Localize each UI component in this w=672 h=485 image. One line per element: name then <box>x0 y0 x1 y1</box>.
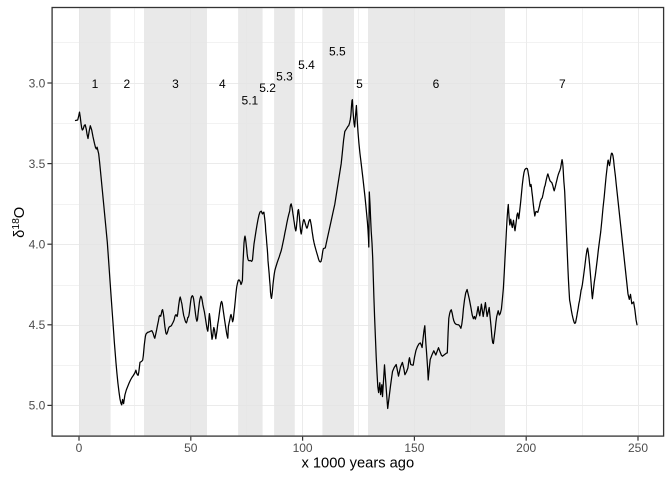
svg-text:150: 150 <box>404 441 424 455</box>
svg-text:5.0: 5.0 <box>29 399 46 413</box>
svg-text:4: 4 <box>219 77 226 91</box>
svg-text:1: 1 <box>92 77 99 91</box>
svg-text:5.3: 5.3 <box>276 70 293 84</box>
svg-text:6: 6 <box>433 77 440 91</box>
svg-text:5.4: 5.4 <box>298 58 315 72</box>
svg-text:4.0: 4.0 <box>29 238 46 252</box>
svg-text:4.5: 4.5 <box>29 318 46 332</box>
svg-text:200: 200 <box>516 441 536 455</box>
svg-text:3: 3 <box>172 77 179 91</box>
svg-text:100: 100 <box>293 441 313 455</box>
svg-text:50: 50 <box>184 441 198 455</box>
svg-text:2: 2 <box>123 77 130 91</box>
svg-text:250: 250 <box>628 441 648 455</box>
svg-text:3.0: 3.0 <box>29 76 46 90</box>
svg-text:5.5: 5.5 <box>329 44 346 58</box>
svg-text:δ18O: δ18O <box>11 207 28 238</box>
svg-text:0: 0 <box>76 441 83 455</box>
svg-text:5: 5 <box>356 77 363 91</box>
svg-text:5.2: 5.2 <box>259 81 276 95</box>
svg-text:3.5: 3.5 <box>29 157 46 171</box>
svg-text:5.1: 5.1 <box>242 94 259 108</box>
svg-text:x 1000 years ago: x 1000 years ago <box>301 456 414 472</box>
svg-text:7: 7 <box>559 77 566 91</box>
